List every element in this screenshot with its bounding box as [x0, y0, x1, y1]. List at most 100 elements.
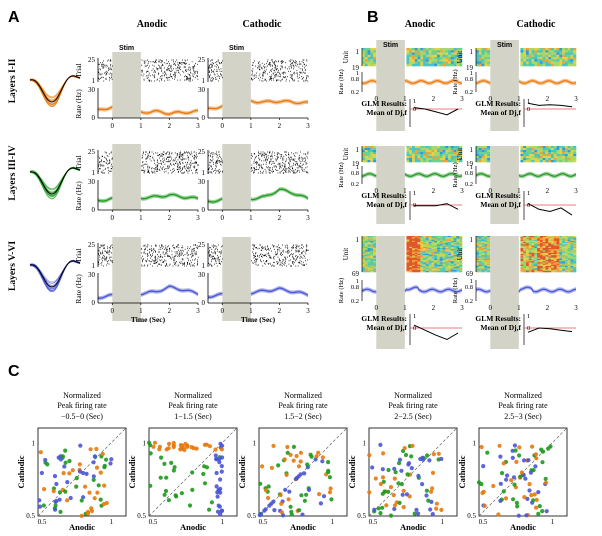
spike [211, 64, 212, 65]
heatmap-cell [406, 158, 409, 160]
spike [281, 154, 282, 155]
spike [303, 265, 304, 266]
heatmap-cell [437, 64, 440, 67]
spike [213, 154, 214, 155]
heatmap-cell [434, 154, 437, 156]
heatmap-cell [487, 148, 490, 150]
spike [157, 265, 158, 266]
spike [308, 75, 309, 76]
heatmap-cell [420, 53, 423, 56]
spike [259, 164, 260, 165]
heatmap-cell [573, 64, 576, 67]
spike [281, 252, 282, 253]
heatmap-cell [562, 50, 565, 53]
spike [107, 155, 108, 156]
spike [185, 75, 186, 76]
spike [142, 265, 143, 266]
heatmap-cell [426, 62, 429, 65]
spike [104, 244, 105, 245]
heatmap-cell [445, 271, 448, 273]
stim-label: Stim [497, 42, 512, 49]
spike [301, 64, 302, 65]
spike [191, 165, 192, 166]
spike [261, 67, 262, 68]
spike [191, 160, 192, 161]
spike [161, 67, 162, 68]
spike [275, 254, 276, 255]
spike [143, 167, 144, 168]
heatmap-cell [523, 152, 526, 154]
heatmap-cell [554, 50, 557, 53]
spike [269, 72, 270, 73]
spike [102, 172, 103, 173]
heatmap-cell [551, 53, 554, 56]
spike [112, 166, 113, 167]
heatmap-cell [559, 160, 562, 162]
heatmap-cell [434, 146, 437, 148]
heatmap-cell [409, 55, 412, 58]
heatmap-cell [482, 152, 485, 154]
heatmap-cell [534, 53, 537, 56]
spike [302, 264, 303, 265]
heatmap-cell [534, 150, 537, 152]
spike [215, 168, 216, 169]
spike [188, 157, 189, 158]
spike [277, 68, 278, 69]
heatmap-cell [554, 158, 557, 160]
waveform-trace [30, 261, 80, 287]
heatmap-cell [562, 62, 565, 65]
stim-band [222, 52, 251, 118]
spike [193, 244, 194, 245]
spike [258, 169, 259, 170]
spike [273, 245, 274, 246]
heatmap-cell [540, 57, 543, 60]
spike [252, 251, 253, 252]
heatmap-cell [418, 55, 421, 58]
heatmap-cell [443, 59, 446, 62]
heatmap-cell [434, 57, 437, 60]
heatmap-cell [368, 55, 371, 58]
heatmap-cell [562, 64, 565, 67]
spike [111, 252, 112, 253]
spike [210, 247, 211, 248]
spike [294, 258, 295, 259]
heatmap-cell [551, 50, 554, 53]
spike [271, 257, 272, 258]
spike [100, 257, 101, 258]
spike [185, 59, 186, 60]
spike [185, 249, 186, 250]
heatmap-cell [434, 271, 437, 273]
spike [279, 73, 280, 74]
spike [172, 76, 173, 77]
spike [175, 256, 176, 257]
spike [152, 250, 153, 251]
spike [169, 63, 170, 64]
spike [166, 77, 167, 78]
spike [177, 169, 178, 170]
spike [281, 60, 282, 61]
spike [106, 71, 107, 72]
spike [172, 172, 173, 173]
heatmap-cell [537, 156, 540, 158]
heatmap-cell [570, 146, 573, 148]
spike [293, 165, 294, 166]
spike [195, 251, 196, 252]
spike [263, 265, 264, 266]
spike [282, 251, 283, 252]
spike [155, 258, 156, 259]
heatmap-cell [456, 48, 459, 51]
heatmap-cell [551, 64, 554, 67]
spike [150, 166, 151, 167]
heatmap-cell [565, 59, 568, 62]
spike [184, 165, 185, 166]
spike [184, 151, 185, 152]
heatmap-cell [429, 53, 432, 56]
heatmap-cell [526, 154, 529, 156]
spike [222, 258, 223, 259]
spike [254, 167, 255, 168]
spike [148, 265, 149, 266]
spike [108, 252, 109, 253]
heatmap-cell [568, 59, 571, 62]
heatmap-cell [476, 59, 479, 62]
spike [277, 253, 278, 254]
